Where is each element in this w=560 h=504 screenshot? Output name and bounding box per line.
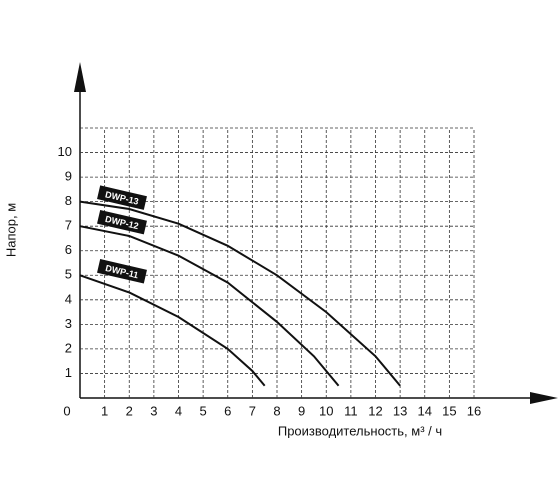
x-tick-label: 12: [368, 403, 382, 418]
x-axis-label: Производительность, м³ / ч: [278, 423, 442, 438]
x-tick-label: 13: [393, 403, 407, 418]
x-tick-label: 14: [418, 403, 432, 418]
y-tick-label: 4: [65, 291, 72, 306]
y-tick-label: 5: [65, 267, 72, 282]
y-tick-label: 8: [65, 193, 72, 208]
x-tick-label: 2: [126, 403, 133, 418]
y-tick-label: 9: [65, 169, 72, 184]
series-tag: DWP-11: [97, 259, 147, 284]
x-tick-label: 3: [150, 403, 157, 418]
y-arrow: [74, 62, 86, 92]
tag-box: [97, 209, 147, 235]
x-tick-label: 8: [273, 403, 280, 418]
y-tick-label: 7: [65, 218, 72, 233]
x-tick-label: 5: [200, 403, 207, 418]
curve: [79, 225, 340, 387]
series-tag: DWP-12: [97, 209, 147, 235]
tag-box: [97, 185, 147, 210]
curve: [79, 200, 401, 387]
x-tick-label: 1: [101, 403, 108, 418]
x-tick-label: 7: [249, 403, 256, 418]
y-tick-label: 2: [65, 340, 72, 355]
y-tick-label: 1: [65, 365, 72, 380]
x-tick-label: 15: [442, 403, 456, 418]
y-tick-label: 3: [65, 316, 72, 331]
x-tick-label: 0: [63, 403, 70, 418]
x-tick-label: 10: [319, 403, 333, 418]
x-tick-label: 6: [224, 403, 231, 418]
y-tick-label: 6: [65, 242, 72, 257]
x-tick-label: 11: [344, 403, 358, 418]
tag-box: [97, 259, 147, 284]
curve: [79, 274, 266, 387]
y-tick-label: 10: [58, 144, 72, 159]
x-tick-label: 16: [467, 403, 481, 418]
x-arrow: [530, 392, 558, 404]
y-axis-label: Напор, м: [3, 203, 18, 257]
x-tick-label: 9: [298, 403, 305, 418]
series-tag: DWP-13: [97, 185, 147, 210]
x-tick-label: 4: [175, 403, 182, 418]
